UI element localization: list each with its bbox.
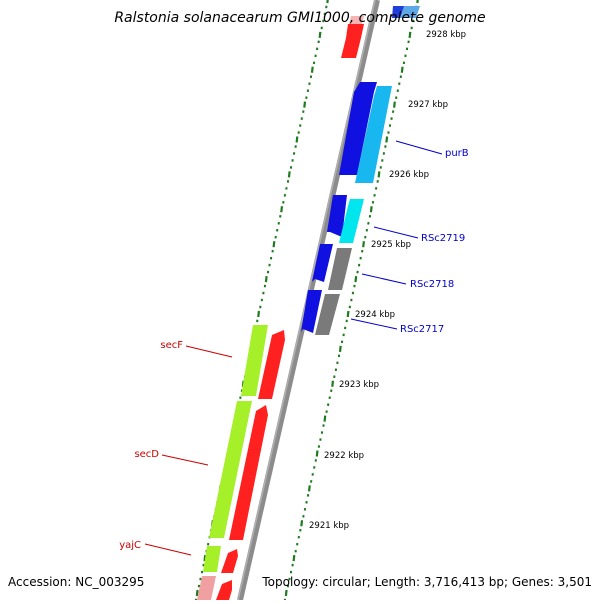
scale-label-2927: 2927 kbp (408, 100, 448, 110)
leader-line-RSc2717 (351, 319, 397, 329)
inner-tick-mark (309, 485, 310, 491)
gene-label-secD[interactable]: secD (134, 449, 159, 460)
gene-feature-yajC-red[interactable] (221, 549, 238, 573)
scale-label-2928: 2928 kbp (426, 30, 466, 40)
outer-tick-mark (304, 102, 305, 108)
gene-feature-yajC-green[interactable] (203, 546, 221, 572)
gene-feature-RSc2718-gray[interactable] (328, 248, 352, 290)
gene-label-RSc2719[interactable]: RSc2719 (421, 233, 465, 244)
outer-tick-mark (327, 0, 328, 3)
outer-tick-mark (266, 276, 267, 282)
gene-label-purB[interactable]: purB (445, 148, 469, 159)
inner-tick-mark (317, 450, 318, 456)
inner-tick-mark (394, 102, 395, 108)
leader-line-RSc2719 (374, 227, 418, 238)
inner-tick-track (285, 0, 418, 600)
outer-tick-mark (289, 171, 290, 177)
inner-tick-mark (355, 276, 356, 282)
inner-tick-mark (348, 311, 349, 317)
gene-labels: purB RSc2719 RSc2718 RSc2717 secF secD y… (119, 141, 469, 555)
gene-label-RSc2718[interactable]: RSc2718 (410, 279, 454, 290)
outer-tick-mark (258, 311, 259, 317)
features (197, 6, 420, 600)
inner-tick-mark (325, 416, 326, 422)
inner-tick-mark (379, 171, 380, 177)
outer-tick-mark (320, 32, 321, 38)
inner-tick-mark (363, 241, 364, 247)
topology-label: Topology: circular; Length: 3,716,413 bp… (262, 575, 592, 589)
inner-tick-mark (294, 555, 295, 561)
inner-tick-mark (386, 137, 387, 143)
gene-label-yajC[interactable]: yajC (119, 540, 141, 551)
scale-label-2924: 2924 kbp (355, 310, 395, 320)
scale-label-2923: 2923 kbp (339, 380, 379, 390)
outer-tick-mark (274, 241, 275, 247)
leader-line-secF (186, 346, 232, 357)
gene-feature-red-bottom[interactable] (216, 580, 232, 600)
gene-feature-red-top[interactable] (341, 24, 364, 58)
scale-label-2921: 2921 kbp (309, 521, 349, 531)
outer-tick-mark (312, 67, 313, 73)
inner-tick-mark (402, 67, 403, 73)
map-title: Ralstonia solanacearum GMI1000, complete… (0, 10, 600, 26)
gene-label-secF[interactable]: secF (160, 340, 183, 351)
gene-label-RSc2717[interactable]: RSc2717 (400, 324, 444, 335)
leader-line-purB (396, 141, 442, 154)
outer-tick-mark (281, 206, 282, 212)
inner-tick-mark (371, 206, 372, 212)
leader-line-RSc2718 (362, 274, 406, 284)
outer-tick-mark (197, 590, 198, 596)
inner-tick-mark (301, 520, 302, 526)
outer-tick-mark (297, 137, 298, 143)
scale-label-2922: 2922 kbp (324, 451, 364, 461)
inner-tick-mark (410, 32, 411, 38)
inner-tick-mark (417, 0, 418, 3)
inner-tick-mark (332, 381, 333, 387)
leader-line-yajC (145, 544, 191, 555)
leader-line-secD (162, 455, 208, 465)
accession-label: Accession: NC_003295 (8, 575, 144, 589)
scale-label-2926: 2926 kbp (389, 170, 429, 180)
inner-tick-mark (286, 590, 287, 596)
inner-tick-mark (340, 346, 341, 352)
scale-label-2925: 2925 kbp (371, 240, 411, 250)
